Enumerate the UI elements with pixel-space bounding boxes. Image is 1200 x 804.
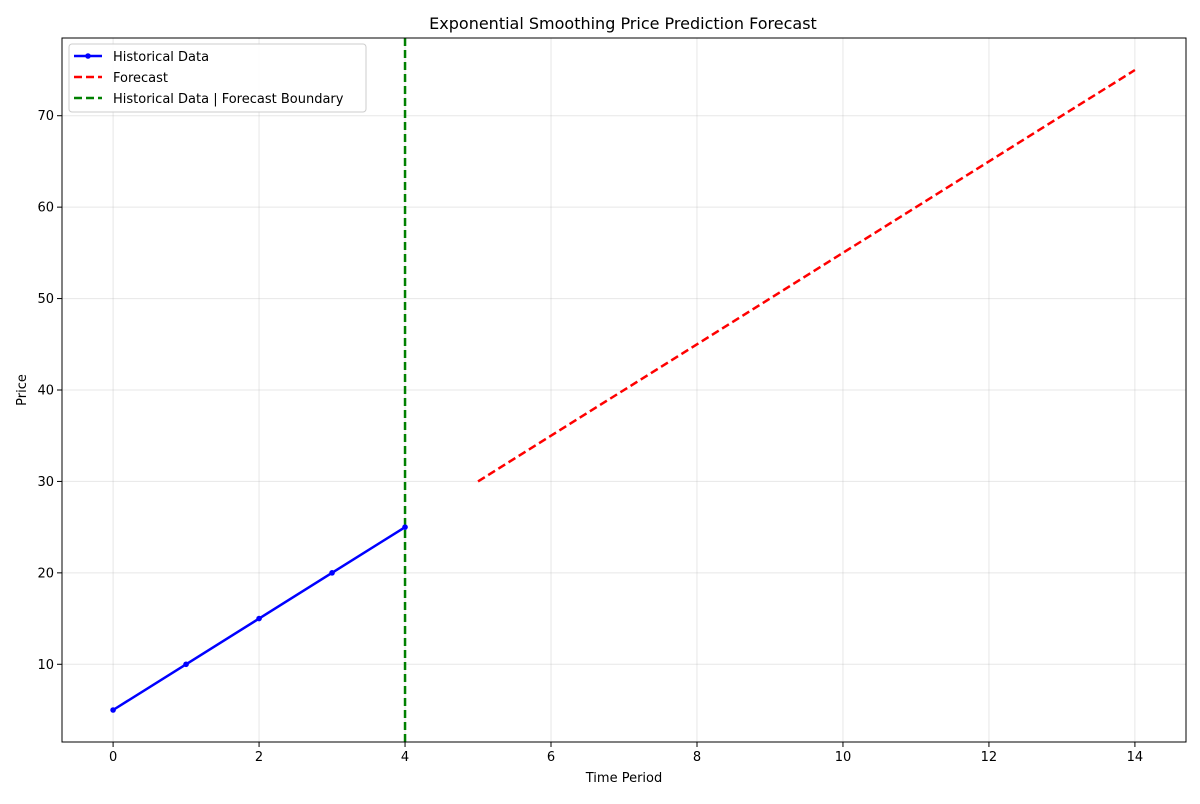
y-tick-label: 50 bbox=[37, 292, 54, 307]
forecast-line bbox=[477, 68, 1136, 483]
x-tick-label: 10 bbox=[835, 750, 852, 765]
x-tick-label: 6 bbox=[547, 750, 555, 765]
x-tick-label: 14 bbox=[1127, 750, 1144, 765]
legend-label-historical: Historical Data bbox=[113, 50, 209, 65]
historical-data-point bbox=[402, 524, 408, 530]
chart-title: Exponential Smoothing Price Prediction F… bbox=[429, 14, 817, 33]
x-axis-ticks: 0 2 4 6 8 10 12 14 bbox=[109, 742, 1143, 765]
y-tick-label: 40 bbox=[37, 384, 54, 399]
legend-box bbox=[68, 43, 367, 113]
x-tick-label: 4 bbox=[401, 750, 409, 765]
historical-data-point bbox=[256, 615, 262, 622]
x-tick-label: 8 bbox=[693, 750, 701, 765]
historical-data-point bbox=[183, 661, 189, 668]
y-axis-label: Price bbox=[15, 374, 30, 406]
series-layer bbox=[110, 68, 1136, 713]
y-tick-label: 20 bbox=[37, 566, 54, 581]
legend-label-forecast: Forecast bbox=[113, 71, 168, 86]
legend-label-boundary: Historical Data | Forecast Boundary bbox=[113, 92, 344, 107]
x-tick-label: 0 bbox=[109, 750, 117, 765]
y-tick-label: 60 bbox=[37, 201, 54, 216]
y-tick-label: 30 bbox=[37, 475, 54, 490]
historical-data-point bbox=[329, 570, 335, 576]
x-axis-label: Time Period bbox=[585, 771, 662, 786]
y-axis-ticks: 10 20 30 40 50 60 70 bbox=[37, 109, 62, 673]
x-tick-label: 2 bbox=[255, 750, 263, 765]
legend: Historical Data Forecast Historical Data… bbox=[68, 43, 367, 113]
historical-data-point bbox=[110, 707, 116, 713]
legend-marker-historical bbox=[85, 53, 91, 59]
y-tick-label: 10 bbox=[37, 658, 54, 673]
x-tick-label: 12 bbox=[981, 750, 998, 765]
y-tick-label: 70 bbox=[37, 109, 54, 124]
grid-layer bbox=[62, 38, 1186, 742]
